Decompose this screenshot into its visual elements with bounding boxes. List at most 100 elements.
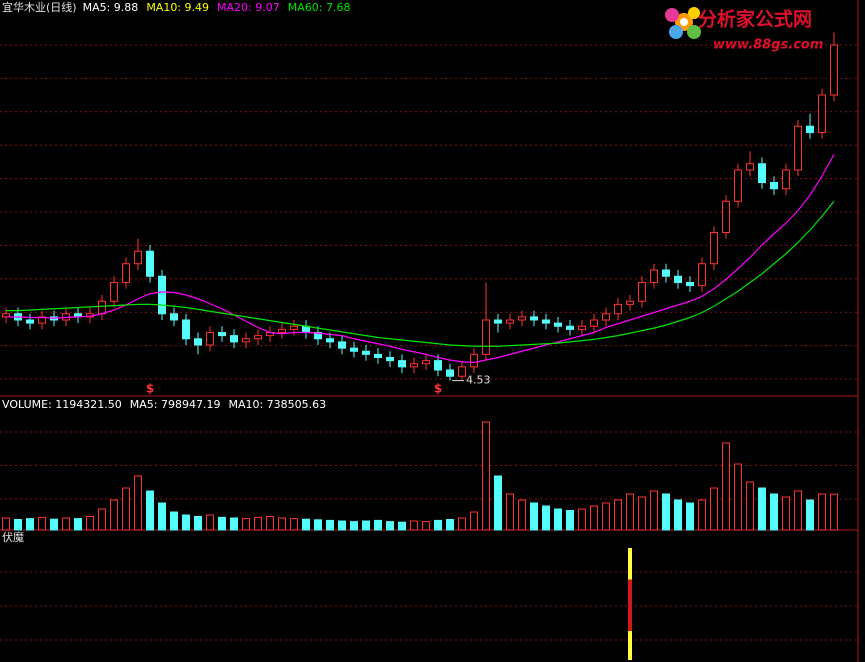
candle-body (626, 300, 634, 305)
candle-body (254, 335, 262, 340)
volume-bar (50, 518, 58, 531)
volume-bar (614, 499, 622, 531)
volume-bar (458, 517, 466, 531)
legend-entry: MA20: 9.07 (217, 1, 280, 14)
volume-bar (686, 502, 694, 531)
volume-bar (98, 508, 106, 531)
volume-bar (506, 493, 514, 531)
volume-bar (470, 511, 478, 531)
volume-bar (74, 518, 82, 531)
candle-body (362, 350, 370, 355)
candle-body (602, 313, 610, 321)
volume-bar (350, 521, 358, 531)
volume-bar (830, 493, 838, 531)
volume-bar (674, 499, 682, 531)
volume-bar (542, 505, 550, 531)
volume-bar (638, 496, 646, 531)
volume-bar (158, 502, 166, 531)
volume-bar (626, 493, 634, 531)
candle-body (722, 200, 730, 233)
candle-body (98, 300, 106, 315)
candle-body (290, 325, 298, 330)
volume-bar (818, 493, 826, 531)
candle-body (506, 319, 514, 324)
volume-bar (170, 511, 178, 531)
candle-body (590, 319, 598, 327)
candle-body (170, 313, 178, 321)
volume-bar (38, 516, 46, 531)
volume-bar (302, 518, 310, 531)
candle-body (650, 269, 658, 283)
candle-body (662, 269, 670, 277)
legend-entry: MA60: 7.68 (288, 1, 351, 14)
volume-bar (758, 487, 766, 531)
candle-body (194, 338, 202, 346)
volume-bar (230, 517, 238, 531)
candle-body (230, 335, 238, 343)
candle-body (398, 360, 406, 368)
candle-body (638, 282, 646, 302)
volume-bar (86, 516, 94, 531)
candle-body (470, 353, 478, 368)
watermark-url: www.88gs.com (713, 38, 823, 53)
candle-body (26, 319, 34, 324)
volume-bar (218, 516, 226, 531)
candle-body (782, 169, 790, 190)
volume-bar (62, 517, 70, 531)
volume-bar (146, 490, 154, 531)
volume-bar (566, 510, 574, 531)
ma-line (6, 154, 835, 364)
volume-bar (110, 499, 118, 531)
volume-bar (770, 493, 778, 531)
volume-bar (290, 518, 298, 531)
candle-body (434, 360, 442, 371)
volume-bar (362, 520, 370, 531)
candle-body (38, 316, 46, 324)
volume-bar (698, 499, 706, 531)
candle-body (554, 322, 562, 327)
volume-bar (806, 499, 814, 531)
candle-body (794, 125, 802, 171)
legend-entry: MA10: 9.49 (146, 1, 209, 14)
watermark-name: 分析家公式网 (698, 8, 812, 31)
candle-body (674, 275, 682, 283)
candle-body (482, 319, 490, 355)
candle-body (710, 232, 718, 265)
legend-entry: MA5: 9.88 (83, 1, 139, 14)
volume-bar (518, 499, 526, 531)
candle-body (758, 163, 766, 183)
volume-bar (722, 442, 730, 531)
volume-bar (266, 516, 274, 531)
candle-body (494, 319, 502, 324)
volume-bar (242, 518, 250, 531)
ma-line (6, 200, 835, 347)
volume-bar (590, 505, 598, 531)
volume-bar (314, 519, 322, 531)
candle-body (122, 263, 130, 283)
volume-bar (134, 475, 142, 531)
candle-body (806, 125, 814, 133)
candle-body (830, 44, 838, 96)
panel-title: 伏魔 (2, 530, 24, 544)
candle-body (206, 332, 214, 346)
volume-bar (662, 493, 670, 531)
signal-marker: $ (434, 382, 442, 396)
volume-bar (194, 516, 202, 531)
candle-body (218, 332, 226, 337)
candle-body (614, 303, 622, 315)
volume-bar (206, 514, 214, 531)
candle-body (242, 338, 250, 343)
candle-body (458, 366, 466, 377)
volume-bar (494, 475, 502, 531)
volume-bar (578, 508, 586, 531)
legend-entry: MA5: 798947.19 (130, 398, 221, 411)
candle-body (386, 357, 394, 362)
legend-entry: MA10: 738505.63 (228, 398, 326, 411)
volume-bar (122, 487, 130, 531)
candle-body (686, 282, 694, 287)
signal-marker: $ (146, 382, 154, 396)
candle-body (134, 250, 142, 265)
candle-body (410, 363, 418, 368)
candle-body (278, 328, 286, 333)
candle-body (338, 341, 346, 349)
